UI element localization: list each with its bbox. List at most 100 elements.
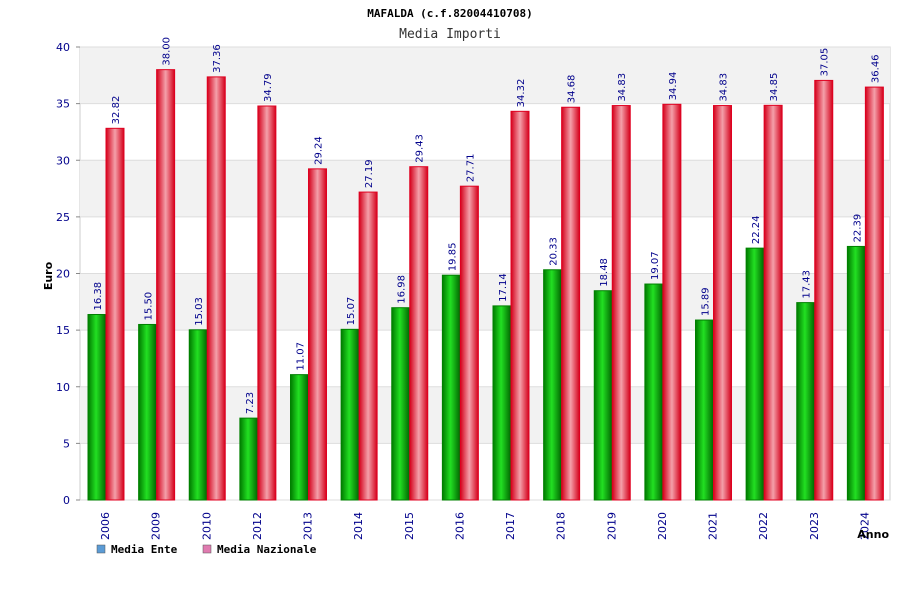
bar-media-ente [391,307,411,501]
bar-media-ente [138,323,158,501]
data-label: 16.98 [397,275,408,304]
data-label: 38.00 [162,37,173,66]
bar-media-nazionale [206,76,226,501]
bar-media-ente [695,319,714,501]
bars: 16.38 32.82 15.50 38.00 15.03 37.36 7.23 34.79 1… [87,37,884,501]
y-tick-label: 20 [56,268,70,281]
bar-media-ente [492,305,512,501]
data-label: 17.43 [802,270,813,299]
data-label: 37.05 [820,48,831,77]
x-tick-label: 2009 [150,512,163,540]
data-label: 7.23 [245,392,256,414]
data-label: 15.03 [194,297,205,326]
data-label: 15.50 [144,292,155,321]
legend: Media Ente Media Nazionale [96,543,317,556]
data-label: 37.36 [212,44,223,73]
bar-media-ente [290,374,309,501]
x-tick-label: 2014 [352,512,365,540]
data-label: 20.33 [549,237,560,266]
chart-title: MAFALDA (c.f.82004410708) [367,7,533,20]
bar-media-nazionale [611,105,631,501]
data-label: 36.46 [870,54,881,83]
bar-media-ente [745,247,765,501]
bar-media-nazionale [409,166,429,501]
legend-swatch [202,544,212,554]
bar-media-ente [796,302,816,501]
bar-media-ente [543,269,563,501]
x-tick-label: 2024 [858,512,871,540]
data-label: 11.07 [296,342,307,371]
bar-media-nazionale [105,127,125,501]
x-tick-label: 2015 [403,512,416,540]
data-label: 27.71 [465,154,476,183]
x-tick-label: 2010 [200,512,213,540]
data-label: 15.07 [346,297,357,326]
y-tick-label: 40 [56,41,70,54]
bar-media-nazionale [308,168,327,501]
x-tick-label: 2017 [504,512,517,540]
y-tick-label: 30 [56,154,70,167]
y-tick-label: 5 [63,437,70,450]
bar-media-ente [340,328,360,501]
data-label: 16.38 [93,282,104,311]
bar-media-nazionale [358,191,378,501]
legend-label: Media Nazionale [217,543,317,556]
bar-media-ente [87,313,107,501]
x-tick-label: 2020 [656,512,669,540]
bar-media-nazionale [713,105,732,501]
data-label: 22.39 [852,214,863,243]
data-label: 34.85 [769,73,780,102]
y-tick-label: 35 [56,98,70,111]
data-label: 19.07 [650,251,661,280]
x-tick-label: 2013 [302,512,315,540]
data-label: 29.43 [415,134,426,163]
data-label: 34.79 [263,73,274,102]
y-tick-label: 25 [56,211,70,224]
x-tick-label: 2006 [99,512,112,540]
bar-media-nazionale [510,110,530,501]
data-label: 27.19 [364,159,375,188]
bar-media-ente [593,290,613,501]
chart-subtitle: Media Importi [399,27,501,42]
bar-media-nazionale [814,79,834,501]
y-axis-title: Euro [42,261,55,290]
x-tick-label: 2019 [605,512,618,540]
y-axis-ticks: 0 5 10 15 20 25 30 35 40 [56,41,70,507]
data-label: 18.48 [599,258,610,287]
data-label: 32.82 [111,96,122,125]
x-tick-label: 2023 [808,512,821,540]
bar-media-ente [644,283,664,501]
x-axis-title: Anno [857,528,889,541]
bar-media-nazionale [864,86,884,501]
data-label: 29.24 [314,136,325,165]
data-label: 15.89 [701,287,712,316]
x-tick-label: 2012 [251,512,264,540]
bar-media-ente [188,329,208,501]
data-label: 34.68 [567,75,578,104]
x-tick-label: 2016 [453,512,466,540]
y-tick-label: 0 [63,494,70,507]
bar-media-nazionale [662,103,682,501]
x-axis-ticks: 2006 2009 2010 2012 2013 2014 2015 2016 2017 2018… [99,512,871,540]
legend-label: Media Ente [111,543,178,556]
bar-media-ente [441,274,461,501]
bar-media-nazionale [763,104,783,501]
data-label: 34.83 [617,73,628,102]
bar-media-ente [846,245,866,501]
y-tick-label: 10 [56,381,70,394]
data-label: 17.14 [498,273,509,302]
data-label: 34.32 [516,79,527,108]
bar-media-nazionale [257,105,277,501]
data-label: 22.24 [751,215,762,244]
bar-media-nazionale [561,106,581,501]
bar-media-nazionale [459,185,479,501]
bar-media-ente [239,417,259,501]
data-label: 34.83 [719,73,730,102]
data-label: 19.85 [447,243,458,272]
bar-media-nazionale [156,69,176,501]
legend-swatch [96,544,106,554]
x-tick-label: 2022 [757,512,770,540]
x-tick-label: 2018 [555,512,568,540]
y-tick-label: 15 [56,324,70,337]
